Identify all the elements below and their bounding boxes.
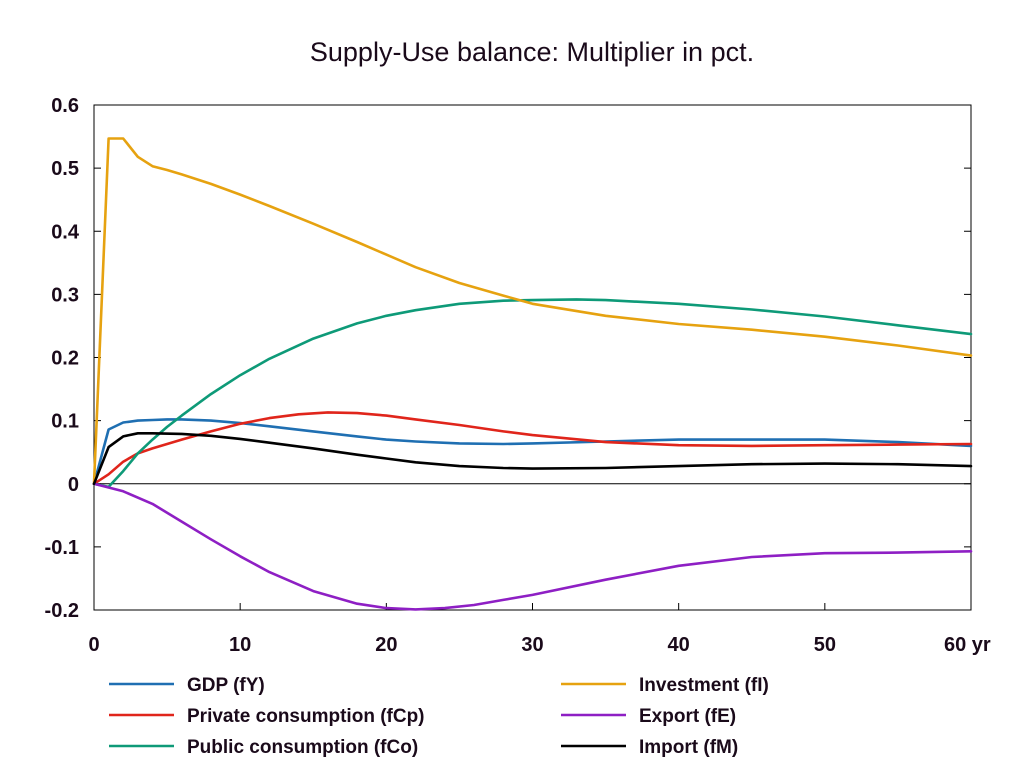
chart-title: Supply-Use balance: Multiplier in pct. — [310, 37, 754, 67]
x-tick-label: 20 — [375, 634, 397, 656]
x-tick-label: 60 yr — [944, 634, 991, 656]
x-tick-label: 40 — [668, 634, 690, 656]
y-tick-label: 0.4 — [51, 221, 80, 243]
legend-label-investment-fi: Investment (fI) — [639, 675, 769, 696]
series-line-import-fm — [92, 431, 973, 486]
x-tick-label: 10 — [229, 634, 251, 656]
y-tick-label: 0.3 — [51, 284, 79, 306]
y-tick-label: -0.1 — [45, 537, 79, 559]
legend-label-gdp-fy: GDP (fY) — [187, 675, 265, 696]
x-tick-label: 0 — [88, 634, 99, 656]
legend-label-export-fe: Export (fE) — [639, 706, 736, 727]
y-tick-label: 0.1 — [51, 411, 79, 433]
series-line-investment-fi — [92, 137, 973, 486]
y-tick-label: 0.6 — [51, 95, 79, 117]
y-tick-label: 0 — [68, 474, 79, 496]
legend: GDP (fY) Private consumption (fCp) Public … — [109, 675, 769, 758]
series-line-gdp-fy — [92, 418, 973, 486]
y-tick-label: -0.2 — [45, 600, 79, 622]
y-tick-label: 0.2 — [51, 348, 79, 370]
plot-frame — [93, 104, 972, 611]
series-line-public-consumption-fco — [92, 298, 973, 489]
legend-label-public-consumption-fco: Public consumption (fCo) — [187, 737, 418, 758]
legend-label-private-consumption-fcp: Private consumption (fCp) — [187, 706, 425, 727]
plot-area: -0.2 -0.1 0 0.1 0.2 0.3 0.4 0.5 0.6 0 10 20 30 40 50 60… — [45, 95, 991, 656]
series-line-export-fe — [92, 482, 973, 611]
x-tick-label: 50 — [814, 634, 836, 656]
legend-label-import-fm: Import (fM) — [639, 737, 738, 758]
x-tick-label: 30 — [521, 634, 543, 656]
series-line-private-consumption-fcp — [92, 411, 973, 486]
y-tick-label: 0.5 — [51, 158, 79, 180]
